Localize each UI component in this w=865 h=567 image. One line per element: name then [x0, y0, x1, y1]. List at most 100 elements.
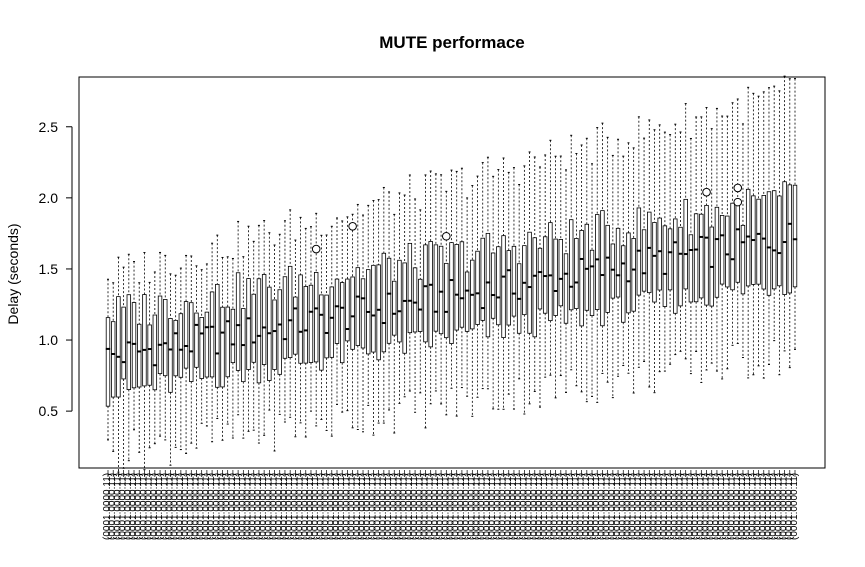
box-group: [142, 252, 147, 471]
box-group: [178, 267, 184, 451]
outlier-point: [733, 197, 743, 207]
x-category-label: (0001.0000.11): [211, 473, 222, 540]
box-group: [381, 186, 387, 424]
x-category-label: (0001.0000.11): [773, 473, 784, 540]
x-category-label: (0001.0000.11): [659, 473, 670, 540]
x-category-label: (0001.0000.11): [701, 473, 712, 540]
x-category-label: (0001.0000.11): [451, 473, 462, 540]
box-group: [126, 253, 132, 462]
box-group: [209, 242, 215, 443]
x-category-label: (0001.0000.11): [414, 473, 425, 540]
box-group: [792, 78, 798, 350]
x-category-label: (0001.0000.11): [232, 473, 243, 540]
x-category-label: (0001.0000.11): [570, 473, 581, 540]
box-group: [366, 204, 371, 406]
box-group: [589, 163, 595, 397]
box-group: [152, 271, 158, 445]
box-group: [553, 155, 558, 399]
box-rect: [615, 227, 621, 298]
box-group: [542, 154, 548, 378]
x-category-label: (0001.0000.11): [383, 473, 394, 540]
box-rect: [589, 249, 595, 317]
box-group: [449, 169, 454, 389]
box-rect: [121, 306, 126, 380]
box-group: [329, 225, 334, 437]
box-group: [501, 157, 506, 410]
box-group: [386, 191, 392, 411]
x-category-label: (0001.0000.11): [289, 473, 300, 540]
box-group: [256, 224, 262, 444]
box-group: [319, 234, 324, 420]
box-group: [751, 92, 756, 376]
box-rect: [621, 245, 626, 323]
box-rect: [293, 296, 298, 355]
box-group: [360, 214, 366, 433]
box-group: [371, 200, 376, 436]
box-group: [662, 131, 668, 372]
box-rect: [272, 299, 277, 370]
box-rect: [105, 317, 111, 407]
x-category-label: (0001.0000.11): [612, 473, 623, 540]
outlier-point: [733, 183, 743, 193]
x-category-label: (0001.0000.11): [326, 473, 337, 540]
y-axis: 0.5 1.0 1.5 2.0 2.5: [39, 119, 73, 419]
x-category-label: (0001.0000.11): [331, 473, 342, 540]
box-rect: [350, 276, 355, 350]
box-rect: [444, 262, 449, 339]
x-category-label: (0001.0000.11): [378, 473, 389, 540]
box-rect: [605, 224, 610, 313]
y-tick-label: 2.5: [39, 119, 59, 135]
box-group: [251, 240, 256, 431]
x-category-label: (0001.0000.11): [539, 473, 550, 540]
box-rect: [392, 280, 397, 336]
box-rect: [204, 311, 210, 378]
x-category-label: (0001.0000.11): [409, 473, 420, 540]
box-group: [293, 239, 298, 438]
box-group: [183, 254, 189, 454]
box-rect: [173, 319, 178, 377]
x-category-label: (0001.0000.11): [524, 473, 535, 540]
box-group: [204, 263, 210, 427]
box-rect: [230, 308, 236, 364]
box-rect: [189, 302, 194, 382]
x-category-label: (0001.0000.11): [222, 473, 233, 540]
x-category-label: (0001.0000.11): [425, 473, 436, 540]
x-category-label: (0001.0000.11): [154, 473, 165, 540]
x-category-label: (0001.0000.11): [727, 473, 738, 540]
x-category-label: (0001.0000.11): [341, 473, 352, 540]
box-rect: [501, 235, 506, 338]
x-category-label: (0001.0000.11): [695, 473, 706, 540]
box-group: [235, 220, 241, 416]
box-group: [412, 198, 418, 413]
box-rect: [334, 278, 340, 344]
box-group: [287, 209, 293, 418]
outlier-point: [702, 187, 711, 197]
box-group: [740, 123, 746, 359]
box-rect: [600, 210, 605, 327]
box-group: [511, 167, 517, 410]
x-category-label: (0001.0000.11): [784, 473, 795, 540]
box-rect: [725, 215, 730, 288]
x-category-label: (0001.0000.11): [680, 473, 691, 540]
box-group: [621, 155, 626, 367]
x-category-label: (0001.0000.11): [305, 473, 316, 540]
box-group: [418, 209, 423, 394]
x-category-label: (0001.0000.11): [388, 473, 399, 540]
box-group: [725, 115, 730, 370]
box-rect: [693, 213, 699, 303]
box-group: [485, 156, 491, 390]
box-rect: [688, 234, 694, 303]
x-category-label: (0001.0000.11): [721, 473, 732, 540]
box-rect: [428, 241, 433, 348]
box-rect: [584, 223, 590, 311]
box-rect: [308, 284, 314, 363]
x-category-label: (0001.0000.11): [487, 473, 498, 540]
box-group: [116, 256, 121, 473]
y-tick-label: 1.0: [39, 332, 59, 348]
box-rect: [407, 242, 413, 334]
box-rect: [610, 243, 616, 299]
box-rect: [459, 241, 465, 328]
box-rect: [131, 302, 137, 389]
box-group: [444, 190, 449, 416]
x-category-label: (0001.0000.11): [555, 473, 566, 540]
